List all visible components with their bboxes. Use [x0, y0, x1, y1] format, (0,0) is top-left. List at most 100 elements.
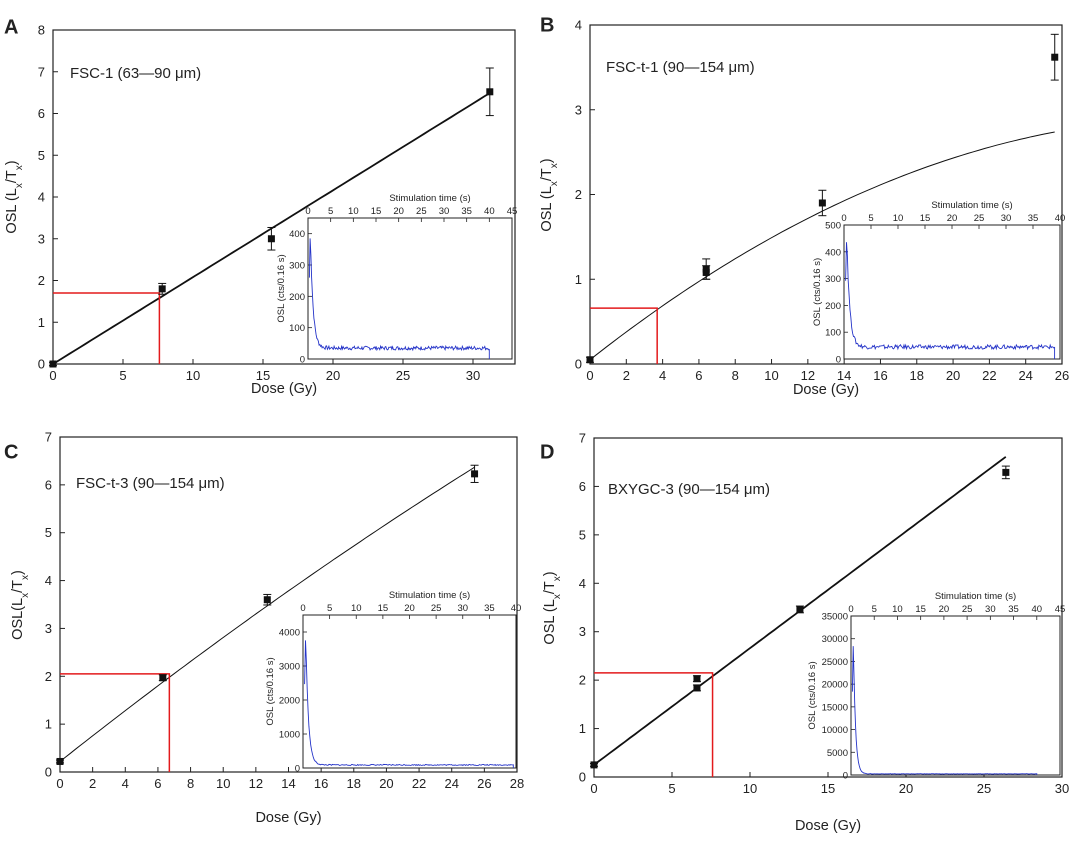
inset-x-tick-label: 30: [457, 603, 468, 614]
data-point: [1051, 53, 1059, 61]
y-tick-label: 0: [38, 357, 45, 372]
y-axis-label: OSL (Lx/Tx): [542, 571, 563, 644]
inset-x-tick-label: 40: [1055, 213, 1066, 224]
panel-letter: D: [540, 442, 554, 464]
inset-y-tick-label: 0: [843, 771, 848, 782]
inset-y-tick-label: 4000: [279, 628, 300, 639]
data-point: [818, 199, 826, 207]
y-tick-label: 6: [38, 106, 45, 121]
panel-letter: B: [540, 15, 554, 37]
inset-y-tick-label: 400: [289, 229, 305, 240]
x-tick-label: 22: [982, 368, 996, 383]
data-point: [49, 360, 57, 368]
y-tick-label: 1: [38, 315, 45, 330]
x-tick-label: 10: [764, 368, 778, 383]
inset-x-tick-label: 15: [378, 603, 389, 614]
y-tick-label: 1: [575, 272, 582, 287]
inset-y-tick-label: 0: [300, 355, 305, 366]
y-tick-label: 4: [45, 573, 52, 588]
inset-x-tick-label: 15: [920, 213, 931, 224]
inset-y-axis-label: OSL (cts/0.16 s): [265, 657, 276, 725]
y-tick-label: 4: [575, 18, 582, 33]
inset-x-tick-label: 45: [1055, 604, 1066, 615]
y-tick-label: 6: [579, 479, 586, 494]
inset-x-tick-label: 5: [872, 604, 877, 615]
inset-x-tick-label: 10: [893, 213, 904, 224]
y-tick-label: 2: [579, 673, 586, 688]
x-tick-label: 10: [186, 368, 200, 383]
inset-x-tick-label: 5: [328, 206, 333, 217]
x-tick-label: 2: [623, 368, 630, 383]
inset-y-tick-label: 1000: [279, 730, 300, 741]
inset-x-tick-label: 0: [305, 206, 310, 217]
x-tick-label: 10: [216, 776, 230, 791]
equivalent-dose-marker: [594, 672, 714, 777]
inset-x-tick-label: 45: [507, 206, 518, 217]
inset-y-tick-label: 5000: [827, 748, 848, 759]
data-point: [159, 674, 167, 682]
fit-curve: [59, 466, 475, 762]
inset-y-tick-label: 400: [825, 247, 841, 258]
x-tick-label: 22: [412, 776, 426, 791]
x-tick-label: 14: [837, 368, 851, 383]
data-point: [471, 470, 479, 478]
inset-x-tick-label: 30: [1001, 213, 1012, 224]
y-tick-label: 0: [45, 765, 52, 780]
inset-x-tick-label: 35: [1028, 213, 1039, 224]
inset-y-axis-label: OSL (cts/0.16 s): [276, 254, 287, 322]
inset-decay-curve: [308, 238, 490, 359]
y-tick-label: 4: [38, 190, 45, 205]
inset-y-axis-label: OSL (cts/0.16 s): [812, 258, 823, 326]
inset-y-tick-label: 35000: [822, 612, 848, 623]
inset-y-tick-label: 20000: [822, 680, 848, 691]
inset-x-tick-label: 0: [841, 213, 846, 224]
x-axis-label: Dose (Gy): [795, 818, 861, 834]
inset-frame: [307, 217, 513, 360]
x-tick-label: 26: [1055, 368, 1069, 383]
inset-y-tick-label: 300: [825, 274, 841, 285]
inset-x-tick-label: 15: [915, 604, 926, 615]
inset-x-tick-label: 40: [511, 603, 522, 614]
data-point: [1002, 468, 1010, 476]
inset-y-tick-label: 0: [836, 355, 841, 366]
x-tick-label: 25: [977, 781, 991, 796]
x-tick-label: 10: [743, 781, 757, 796]
inset-y-tick-label: 3000: [279, 662, 300, 673]
x-tick-label: 6: [695, 368, 702, 383]
inset-y-tick-label: 0: [295, 764, 300, 775]
inset-x-tick-label: 10: [351, 603, 362, 614]
inset-x-tick-label: 25: [416, 206, 427, 217]
inset-y-tick-label: 2000: [279, 696, 300, 707]
y-tick-label: 3: [45, 621, 52, 636]
inset-y-tick-label: 500: [825, 221, 841, 232]
inset-x-tick-label: 30: [439, 206, 450, 217]
y-tick-label: 5: [38, 148, 45, 163]
inset-x-tick-label: 20: [939, 604, 950, 615]
inset-y-tick-label: 100: [289, 323, 305, 334]
sample-label: FSC-1 (63—90 μm): [70, 65, 201, 82]
x-tick-label: 20: [946, 368, 960, 383]
x-axis-label: Dose (Gy): [793, 382, 859, 398]
x-tick-label: 16: [314, 776, 328, 791]
inset-frame: [850, 615, 1061, 776]
x-tick-label: 0: [590, 781, 597, 796]
y-tick-label: 7: [45, 430, 52, 445]
x-tick-label: 20: [379, 776, 393, 791]
x-tick-label: 0: [49, 368, 56, 383]
inset-x-axis-label: Stimulation time (s): [935, 591, 1016, 602]
inset-x-tick-label: 35: [461, 206, 472, 217]
y-tick-label: 5: [45, 525, 52, 540]
panel-letter: C: [4, 442, 18, 464]
inset-y-tick-label: 10000: [822, 725, 848, 736]
y-tick-label: 2: [575, 187, 582, 202]
x-tick-label: 20: [326, 368, 340, 383]
y-tick-label: 2: [38, 273, 45, 288]
x-axis-label: Dose (Gy): [251, 381, 317, 397]
inset-frame: [302, 614, 517, 769]
data-point: [693, 675, 701, 683]
inset-x-tick-label: 25: [962, 604, 973, 615]
x-tick-label: 5: [119, 368, 126, 383]
